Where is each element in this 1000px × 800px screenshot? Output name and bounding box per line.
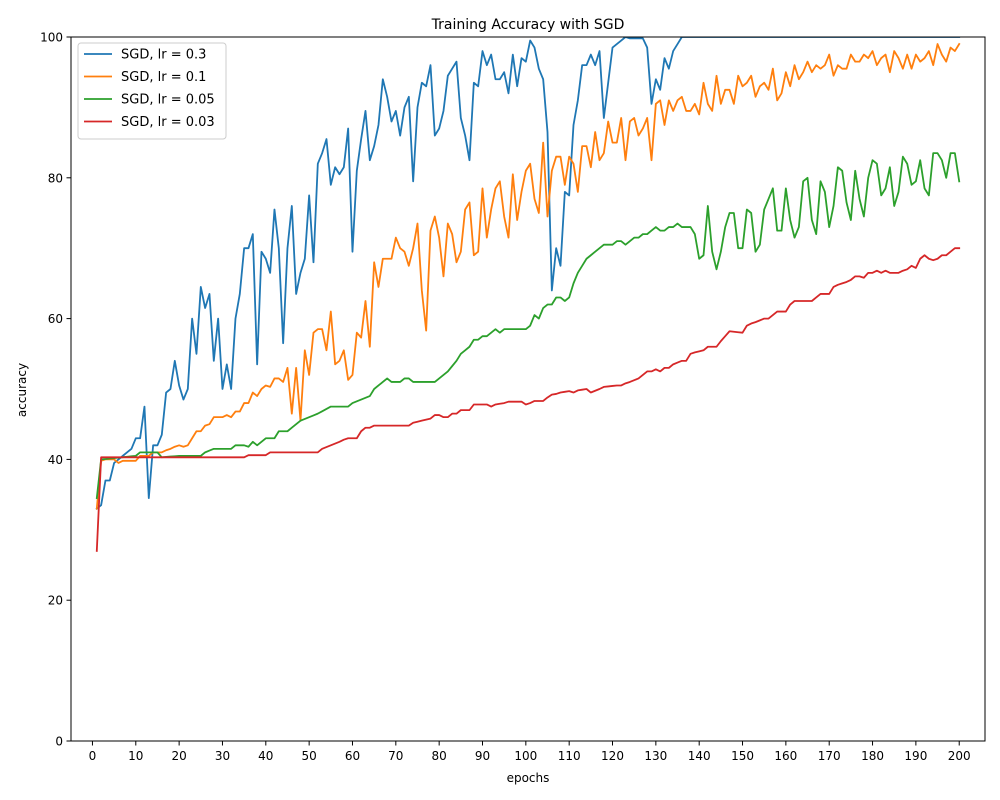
x-axis: 0 10 20 30 40 50 60 70 80 90 100 110 120 130 140 150 160… — [89, 741, 971, 763]
series-line-1 — [95, 37, 961, 510]
x-tick-label: 50 — [302, 749, 317, 763]
x-tick-label: 140 — [688, 749, 711, 763]
y-tick-label: 40 — [48, 453, 63, 467]
series-line-2 — [95, 42, 961, 510]
y-tick-label: 100 — [40, 31, 63, 45]
legend-label-1: SGD, lr = 0.3 — [121, 48, 206, 63]
series-line-3 — [95, 152, 961, 500]
legend-label-2: SGD, lr = 0.1 — [121, 70, 206, 85]
x-tick-label: 200 — [948, 749, 971, 763]
x-tick-label: 0 — [89, 749, 97, 763]
x-tick-label: 70 — [388, 749, 403, 763]
chart-title: Training Accuracy with SGD — [431, 17, 625, 33]
x-tick-label: 30 — [215, 749, 230, 763]
legend: SGD, lr = 0.3 SGD, lr = 0.1 SGD, lr = 0.05… — [77, 42, 227, 140]
y-axis-label: accuracy — [15, 363, 29, 417]
x-tick-label: 20 — [171, 749, 186, 763]
x-tick-label: 150 — [731, 749, 754, 763]
legend-label-4: SGD, lr = 0.03 — [121, 115, 215, 130]
y-tick-label: 0 — [55, 735, 63, 749]
x-tick-label: 80 — [432, 749, 447, 763]
series-line-4 — [95, 247, 961, 552]
x-tick-label: 180 — [861, 749, 884, 763]
y-tick-label: 80 — [48, 171, 63, 185]
x-tick-label: 190 — [904, 749, 927, 763]
x-tick-label: 60 — [345, 749, 360, 763]
y-axis: 0 20 40 60 80 100 — [40, 31, 71, 749]
plot-frame — [70, 36, 986, 742]
x-tick-label: 40 — [258, 749, 273, 763]
x-tick-label: 100 — [514, 749, 537, 763]
series-layer — [95, 37, 961, 552]
y-tick-label: 60 — [48, 312, 63, 326]
x-tick-label: 90 — [475, 749, 490, 763]
x-tick-label: 120 — [601, 749, 624, 763]
x-axis-label: epochs — [507, 771, 550, 785]
x-tick-label: 170 — [818, 749, 841, 763]
legend-label-3: SGD, lr = 0.05 — [121, 93, 215, 108]
x-tick-label: 160 — [774, 749, 797, 763]
legend-box — [77, 42, 227, 140]
y-tick-label: 20 — [48, 594, 63, 608]
x-tick-label: 10 — [128, 749, 143, 763]
x-tick-label: 110 — [558, 749, 581, 763]
x-tick-label: 130 — [644, 749, 667, 763]
